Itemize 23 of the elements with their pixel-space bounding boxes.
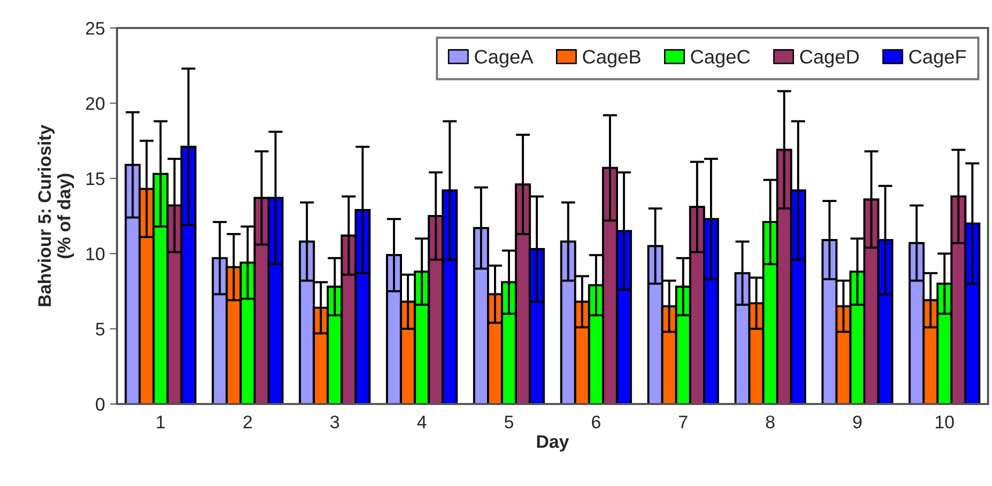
legend-label: CageB: [582, 50, 640, 68]
x-tick-label: 6: [592, 416, 600, 428]
x-tick-label: 10: [936, 416, 954, 428]
legend-label: CageD: [800, 50, 859, 68]
x-tick-label: 5: [504, 416, 514, 428]
legend-label: CageF: [909, 50, 966, 68]
y-tick-label: 25: [86, 22, 104, 35]
x-tick-label: 7: [679, 416, 688, 428]
y-axis-title: Bahviour 5: Curiosity (% of day): [38, 124, 74, 306]
y-tick-label: 15: [86, 172, 104, 186]
x-tick-label: 3: [330, 416, 339, 428]
x-tick-label: 4: [417, 416, 426, 428]
x-tick-label: 2: [244, 416, 252, 428]
x-tick-label: 9: [853, 416, 862, 428]
y-tick-label: 10: [86, 248, 104, 260]
x-tick-label: 1: [156, 416, 165, 428]
y-tick-label: 0: [96, 398, 104, 411]
x-axis-title: Day: [537, 435, 569, 452]
legend-label: CageA: [474, 50, 534, 68]
legend-label: CageC: [691, 50, 750, 68]
y-tick-label: 20: [86, 97, 104, 110]
y-tick-label: 5: [96, 322, 104, 336]
x-tick-label: 8: [766, 416, 775, 428]
